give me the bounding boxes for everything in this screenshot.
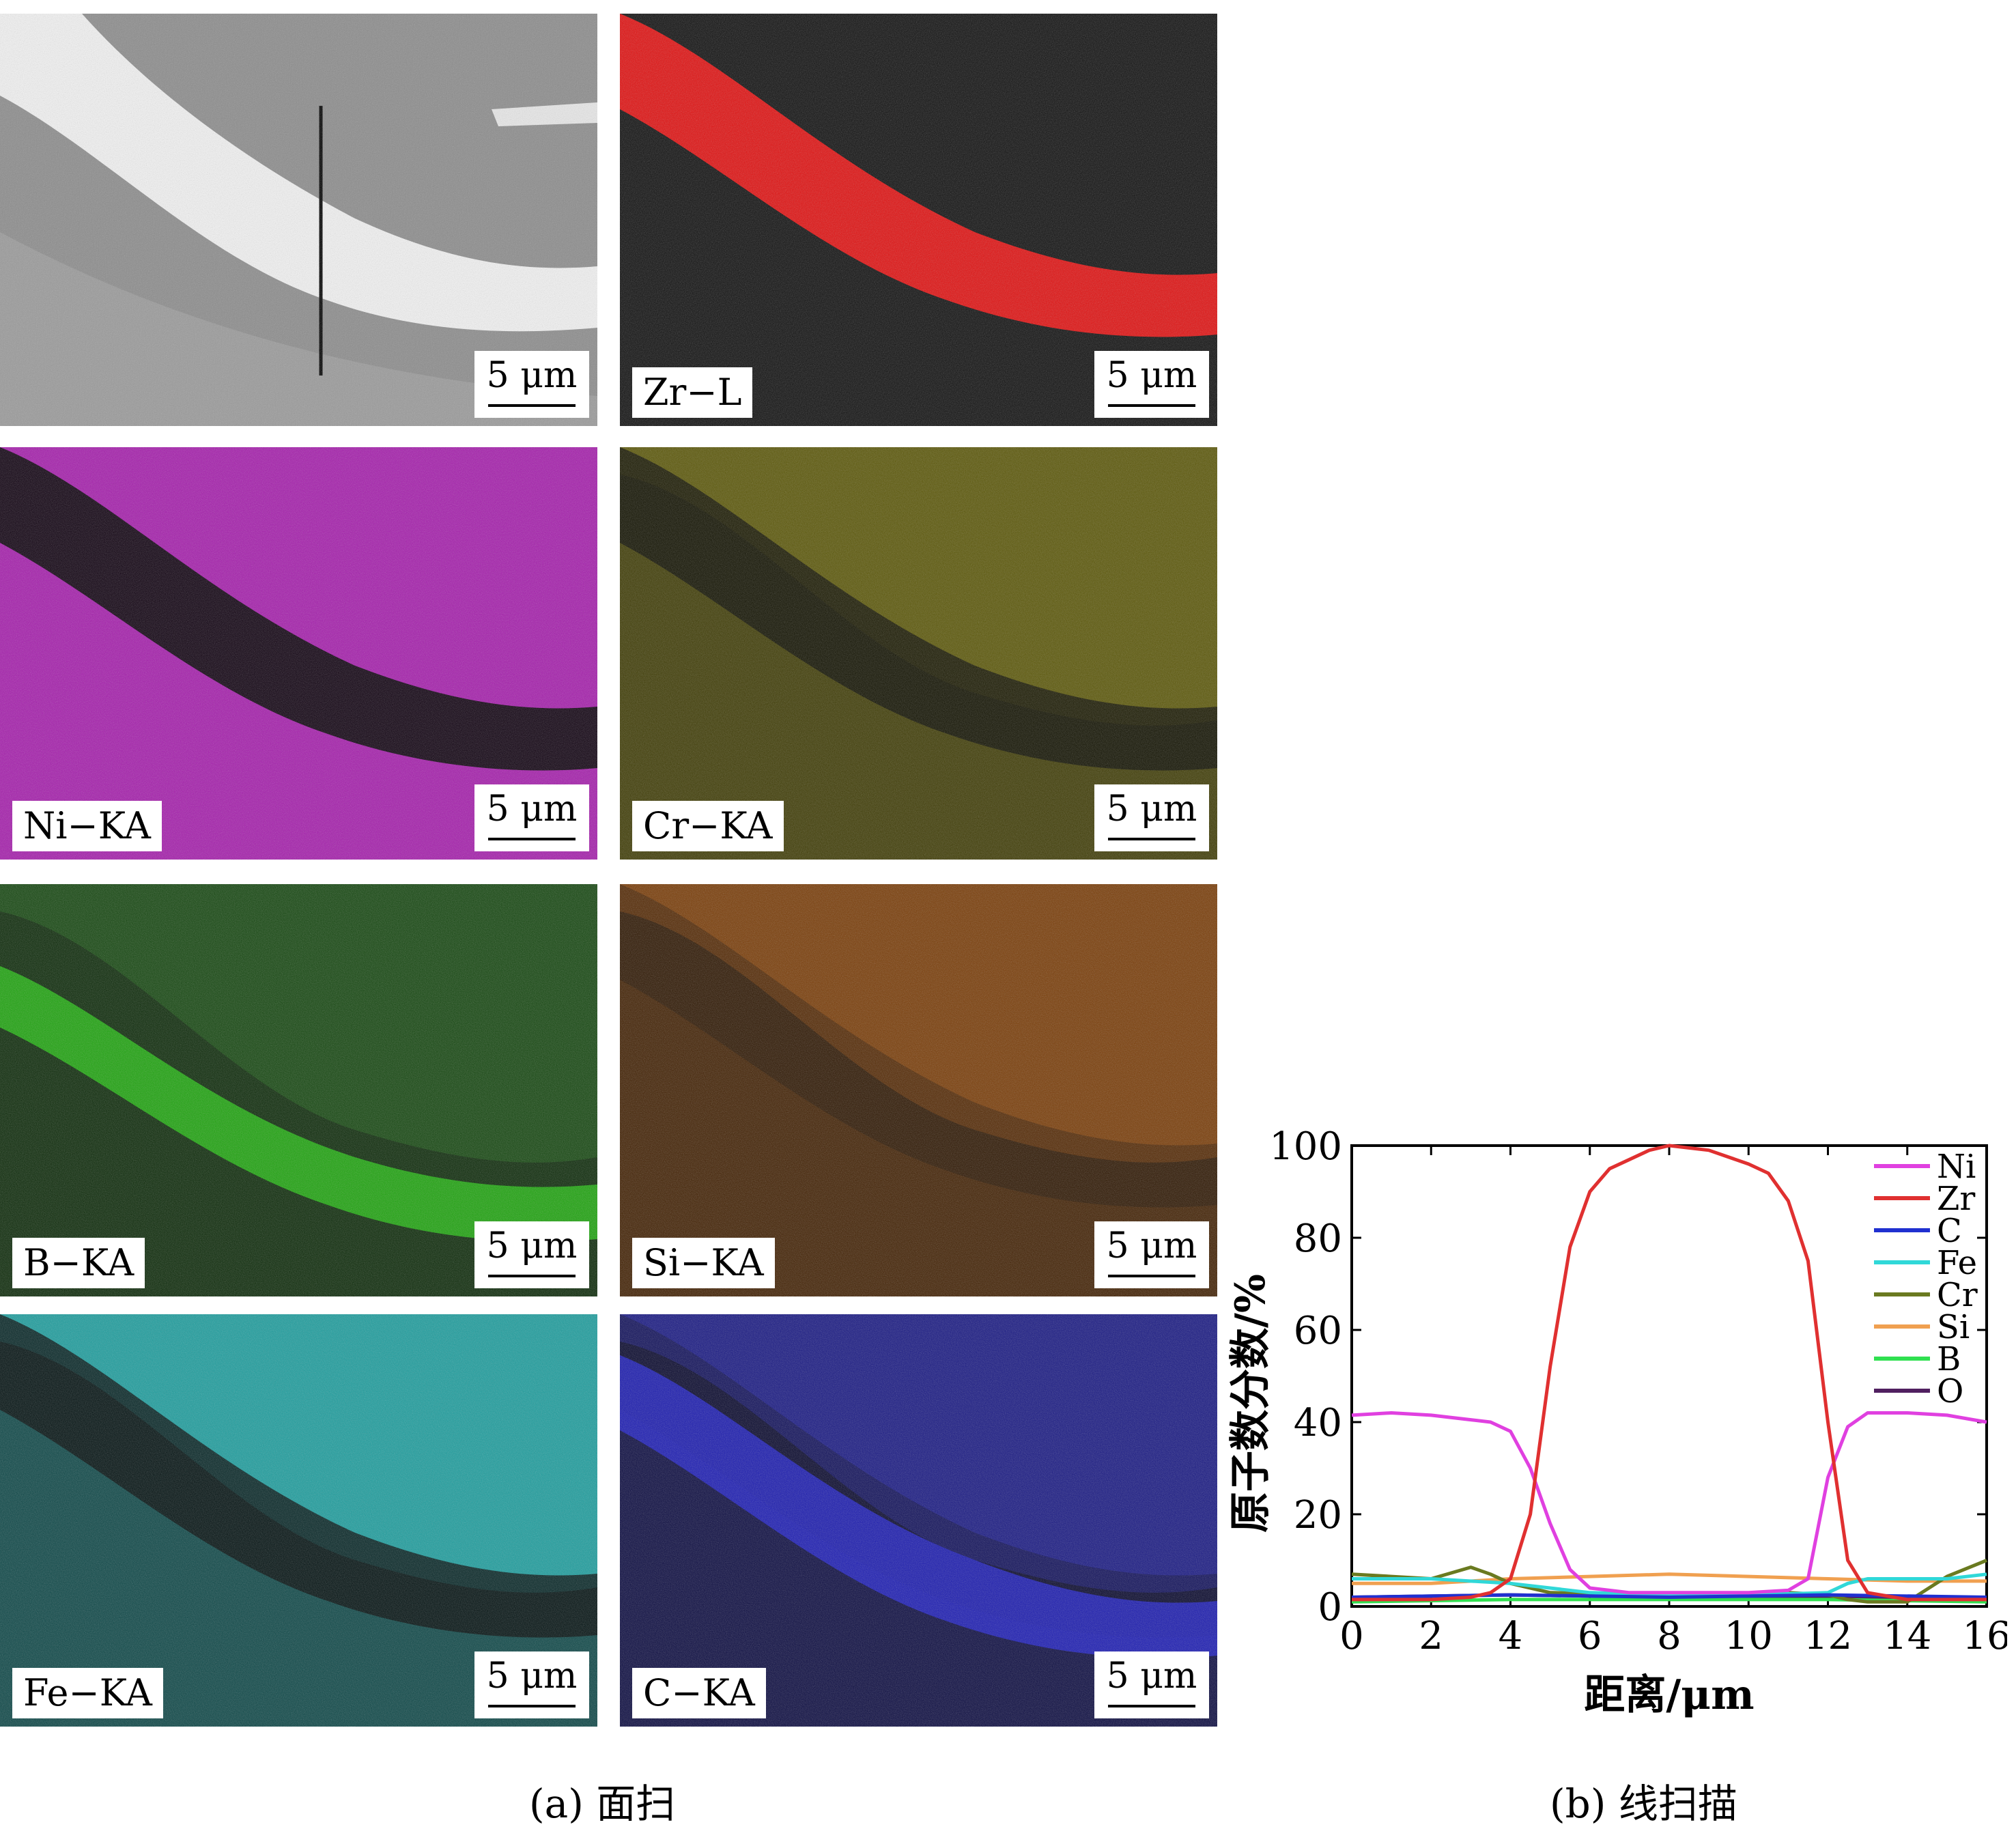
y-tick-label: 20 [1294, 1493, 1342, 1537]
x-tick-label: 6 [1578, 1614, 1602, 1658]
scale-bar-label: 5 μm [486, 789, 578, 830]
map-image [0, 1314, 597, 1727]
scale-bar: 5 μm [474, 784, 589, 851]
line-scan-chart: 0 2 4 6 8 10 12 14 16 0 20 40 60 80 100 距离/μm 原子数分数/% NiZ… [1229, 1124, 2007, 1719]
x-tick-label: 16 [1962, 1614, 2007, 1658]
x-tick-label: 12 [1804, 1614, 1852, 1658]
x-axis-label: 距离/μm [1584, 1671, 1754, 1719]
scale-bar: 5 μm [474, 1221, 589, 1288]
legend-label: Zr [1937, 1180, 1975, 1218]
eds-map-panel: 5 μm Ni−KA [0, 447, 597, 860]
series-line-ni [1351, 1411, 1987, 1595]
legend-label: Fe [1937, 1244, 1977, 1282]
x-tick-label: 8 [1657, 1614, 1681, 1658]
x-tick-label: 10 [1724, 1614, 1773, 1658]
x-tick-label: 2 [1419, 1614, 1443, 1658]
eds-map-panel: 5 μm C−KA [620, 1314, 1217, 1727]
caption-a: (a) 面扫 [529, 1781, 676, 1827]
scale-bar: 5 μm [474, 1651, 589, 1718]
element-label: Fe−KA [12, 1668, 163, 1718]
eds-map-panel: 5 μm Cr−KA [620, 447, 1217, 860]
scale-bar-label: 5 μm [1106, 789, 1197, 830]
scale-bar-line [1108, 838, 1195, 840]
y-axis-label: 原子数分数/% [1229, 1274, 1275, 1533]
x-tick-label: 0 [1339, 1614, 1364, 1658]
scale-bar-line [488, 838, 576, 840]
eds-map-panel: 5 μm Fe−KA [0, 1314, 597, 1727]
x-tick-label: 14 [1883, 1614, 1931, 1658]
scale-bar: 5 μm [1094, 351, 1209, 418]
scale-bar-label: 5 μm [486, 355, 578, 396]
scale-bar-label: 5 μm [1106, 1656, 1197, 1697]
y-tick-label: 80 [1294, 1217, 1342, 1261]
scale-bar-line [488, 1705, 576, 1707]
map-image [620, 447, 1217, 860]
x-tick-label: 4 [1499, 1614, 1523, 1658]
eds-map-panel: 5 μm Zr−L [620, 14, 1217, 426]
scale-bar: 5 μm [1094, 1221, 1209, 1288]
legend-label: Si [1937, 1308, 1970, 1346]
legend-label: O [1937, 1372, 1963, 1410]
scale-bar-line [488, 1275, 576, 1277]
eds-map-panel: 5 μm Si−KA [620, 884, 1217, 1296]
scale-bar-label: 5 μm [1106, 1225, 1197, 1266]
scale-bar-line [1108, 1275, 1195, 1277]
scale-bar-line [488, 404, 576, 407]
scale-bar-label: 5 μm [486, 1656, 578, 1697]
legend-label: Cr [1937, 1276, 1978, 1314]
plot-frame [1350, 1144, 1988, 1608]
element-label: Ni−KA [12, 801, 162, 851]
series-line-zr [1352, 1144, 1987, 1602]
caption-b: (b) 线扫描 [1550, 1781, 1737, 1827]
sem-image-panel: 5 μm [0, 14, 597, 426]
y-tick-label: 40 [1294, 1401, 1342, 1445]
element-label: B−KA [12, 1238, 145, 1288]
element-label: Si−KA [632, 1238, 775, 1288]
legend-label: Ni [1937, 1148, 1976, 1186]
y-tick-label: 100 [1269, 1124, 1342, 1169]
scale-bar-label: 5 μm [486, 1225, 578, 1266]
y-tick-label: 60 [1294, 1309, 1342, 1353]
scale-bar: 5 μm [1094, 784, 1209, 851]
scale-bar-line [1108, 1705, 1195, 1707]
eds-map-panel: 5 μm B−KA [0, 884, 597, 1296]
y-tick-label: 0 [1318, 1585, 1342, 1630]
scale-bar: 5 μm [1094, 1651, 1209, 1718]
element-label: Zr−L [632, 367, 753, 418]
element-label: Cr−KA [632, 801, 784, 851]
scale-bar-line [1108, 404, 1195, 407]
legend-label: B [1937, 1340, 1961, 1378]
scale-bar-label: 5 μm [1106, 355, 1197, 396]
scale-bar: 5 μm [474, 351, 589, 418]
element-label: C−KA [632, 1668, 766, 1718]
legend-label: C [1937, 1212, 1962, 1250]
